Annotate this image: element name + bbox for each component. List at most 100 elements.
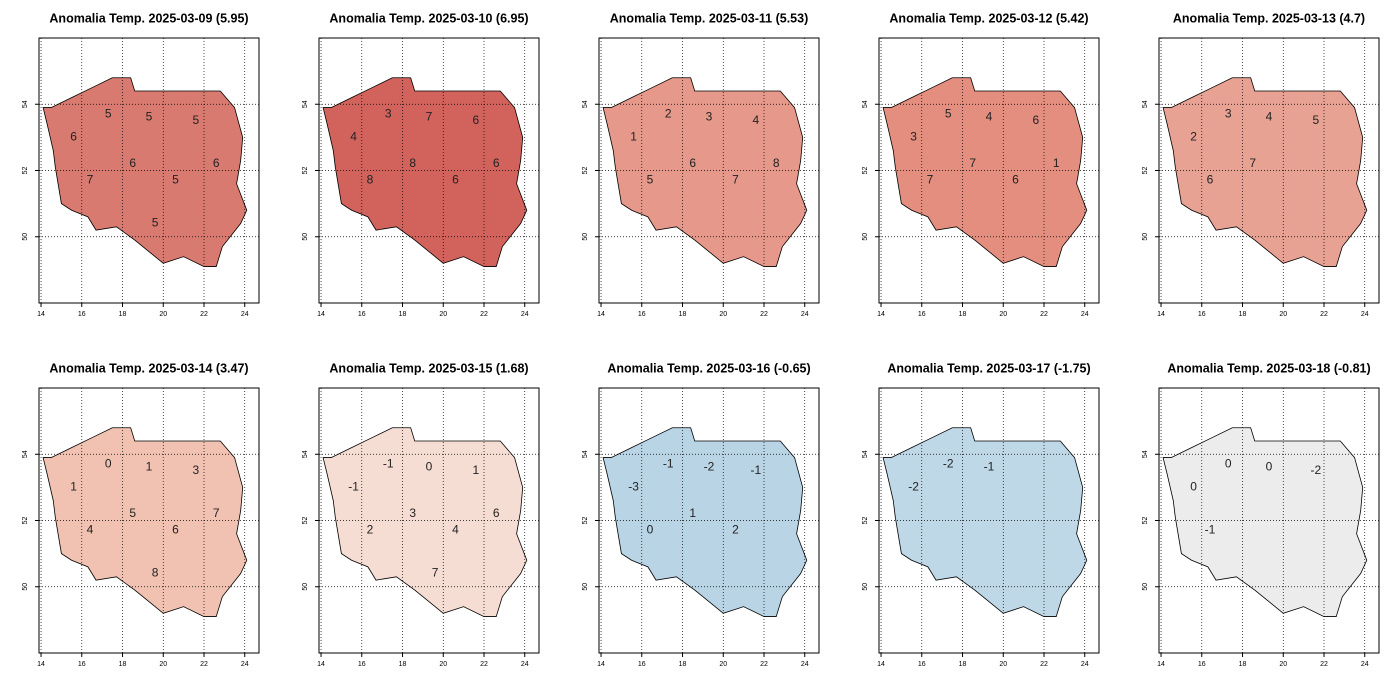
contour-label: 6	[473, 113, 480, 127]
y-tick-label: 50	[1142, 583, 1149, 591]
x-tick-label: 14	[37, 311, 45, 318]
contour-label: 0	[105, 456, 112, 470]
contour-label: -1	[348, 480, 359, 494]
plot-frame	[38, 37, 260, 304]
y-tick-label: 54	[582, 100, 589, 108]
y-tick-label: 52	[582, 167, 589, 175]
poland-region	[42, 427, 248, 617]
x-tick-label: 22	[200, 661, 208, 668]
x-tick-label: 22	[760, 311, 768, 318]
x-tick-label: 16	[78, 661, 86, 668]
x-tick-label: 22	[200, 311, 208, 318]
contour-label: 4	[1266, 110, 1273, 124]
poland-region	[882, 77, 1088, 267]
x-tick-label: 22	[760, 661, 768, 668]
x-tick-label: 24	[801, 661, 809, 668]
x-tick-label: 14	[37, 661, 45, 668]
contour-label: 6	[70, 130, 77, 144]
x-tick-label: 24	[521, 311, 529, 318]
x-tick-label: 18	[399, 311, 407, 318]
panel-title: Anomalia Temp. 2025-03-11 (5.53)	[610, 11, 808, 25]
panel-title: Anomalia Temp. 2025-03-10 (6.95)	[329, 11, 528, 25]
poland-region	[1162, 77, 1368, 267]
x-tick-label: 20	[719, 661, 727, 668]
contour-label: 0	[1266, 460, 1273, 474]
contour-label: 5	[647, 173, 654, 187]
x-tick-label: 22	[1320, 311, 1328, 318]
x-tick-label: 22	[1040, 661, 1048, 668]
contour-label: 2	[732, 523, 739, 537]
contour-label: 0	[426, 460, 433, 474]
x-tick-label: 18	[679, 311, 687, 318]
contour-label: 1	[689, 506, 696, 520]
x-tick-label: 18	[399, 661, 407, 668]
x-tick-label: 20	[1279, 311, 1287, 318]
map-panel: Anomalia Temp. 2025-03-09 (5.95) 14 16 18 20…	[22, 11, 260, 318]
poland-region	[1162, 427, 1368, 617]
contour-label: -1	[751, 463, 762, 477]
x-tick-label: 14	[1157, 661, 1165, 668]
y-tick-label: 52	[1142, 167, 1149, 175]
y-tick-label: 50	[22, 583, 29, 591]
map-panel: Anomalia Temp. 2025-03-15 (1.68)14 16 18 20…	[302, 361, 540, 668]
panel-title: Anomalia Temp. 2025-03-17 (-1.75)	[887, 361, 1090, 375]
y-tick-label: 54	[22, 450, 29, 458]
contour-label: 0	[647, 523, 654, 537]
contour-label: 7	[969, 156, 976, 170]
y-tick-label: 50	[22, 233, 29, 241]
contour-label: 3	[385, 106, 392, 120]
contour-label: 4	[452, 523, 459, 537]
contour-label: 0	[1225, 456, 1232, 470]
x-tick-label: 16	[638, 311, 646, 318]
x-tick-label: 24	[801, 311, 809, 318]
contour-label: 7	[1249, 156, 1256, 170]
x-tick-label: 16	[358, 311, 366, 318]
x-tick-label: 18	[959, 311, 967, 318]
y-tick-label: 54	[1142, 100, 1149, 108]
contour-label: 6	[493, 506, 500, 520]
x-tick-label: 20	[999, 661, 1007, 668]
contour-label: 8	[409, 156, 416, 170]
contour-label: 7	[213, 506, 220, 520]
x-tick-label: 24	[241, 661, 249, 668]
contour-label: 4	[350, 130, 357, 144]
x-tick-label: 18	[119, 661, 127, 668]
y-tick-label: 54	[302, 450, 309, 458]
x-tick-label: 14	[317, 661, 325, 668]
plot-frame	[878, 387, 1100, 654]
x-tick-label: 24	[241, 311, 249, 318]
contour-label: 1	[473, 463, 480, 477]
contour-label: 5	[1313, 113, 1320, 127]
contour-label: -1	[984, 460, 995, 474]
x-tick-label: 20	[159, 311, 167, 318]
plot-frame	[1158, 387, 1380, 654]
y-tick-label: 54	[582, 450, 589, 458]
x-tick-label: 24	[1361, 661, 1369, 668]
contour-label: 6	[213, 156, 220, 170]
x-tick-label: 24	[521, 661, 529, 668]
x-tick-label: 14	[597, 661, 605, 668]
y-tick-label: 50	[862, 233, 869, 241]
contour-label: 5	[129, 506, 136, 520]
x-tick-label: 14	[877, 311, 885, 318]
contour-label: 4	[753, 113, 760, 127]
poland-region	[42, 77, 248, 267]
contour-label: 5	[172, 173, 179, 187]
contour-label: 8	[367, 173, 374, 187]
x-tick-label: 24	[1361, 311, 1369, 318]
x-tick-label: 20	[159, 661, 167, 668]
contour-label: 6	[129, 156, 136, 170]
poland-region	[602, 427, 808, 617]
contour-label: 6	[172, 523, 179, 537]
x-tick-label: 24	[1081, 311, 1089, 318]
contour-label: 4	[986, 110, 993, 124]
contour-label: 7	[426, 110, 433, 124]
contour-label: 7	[732, 173, 739, 187]
contour-label: -1	[383, 456, 394, 470]
contour-label: 8	[152, 566, 159, 580]
plot-frame	[318, 387, 540, 654]
map-panel: Anomalia Temp. 2025-03-17 (-1.75) 14 16 18 2…	[862, 361, 1100, 668]
x-tick-label: 18	[119, 311, 127, 318]
contour-label: 5	[193, 113, 200, 127]
x-tick-label: 16	[918, 661, 926, 668]
